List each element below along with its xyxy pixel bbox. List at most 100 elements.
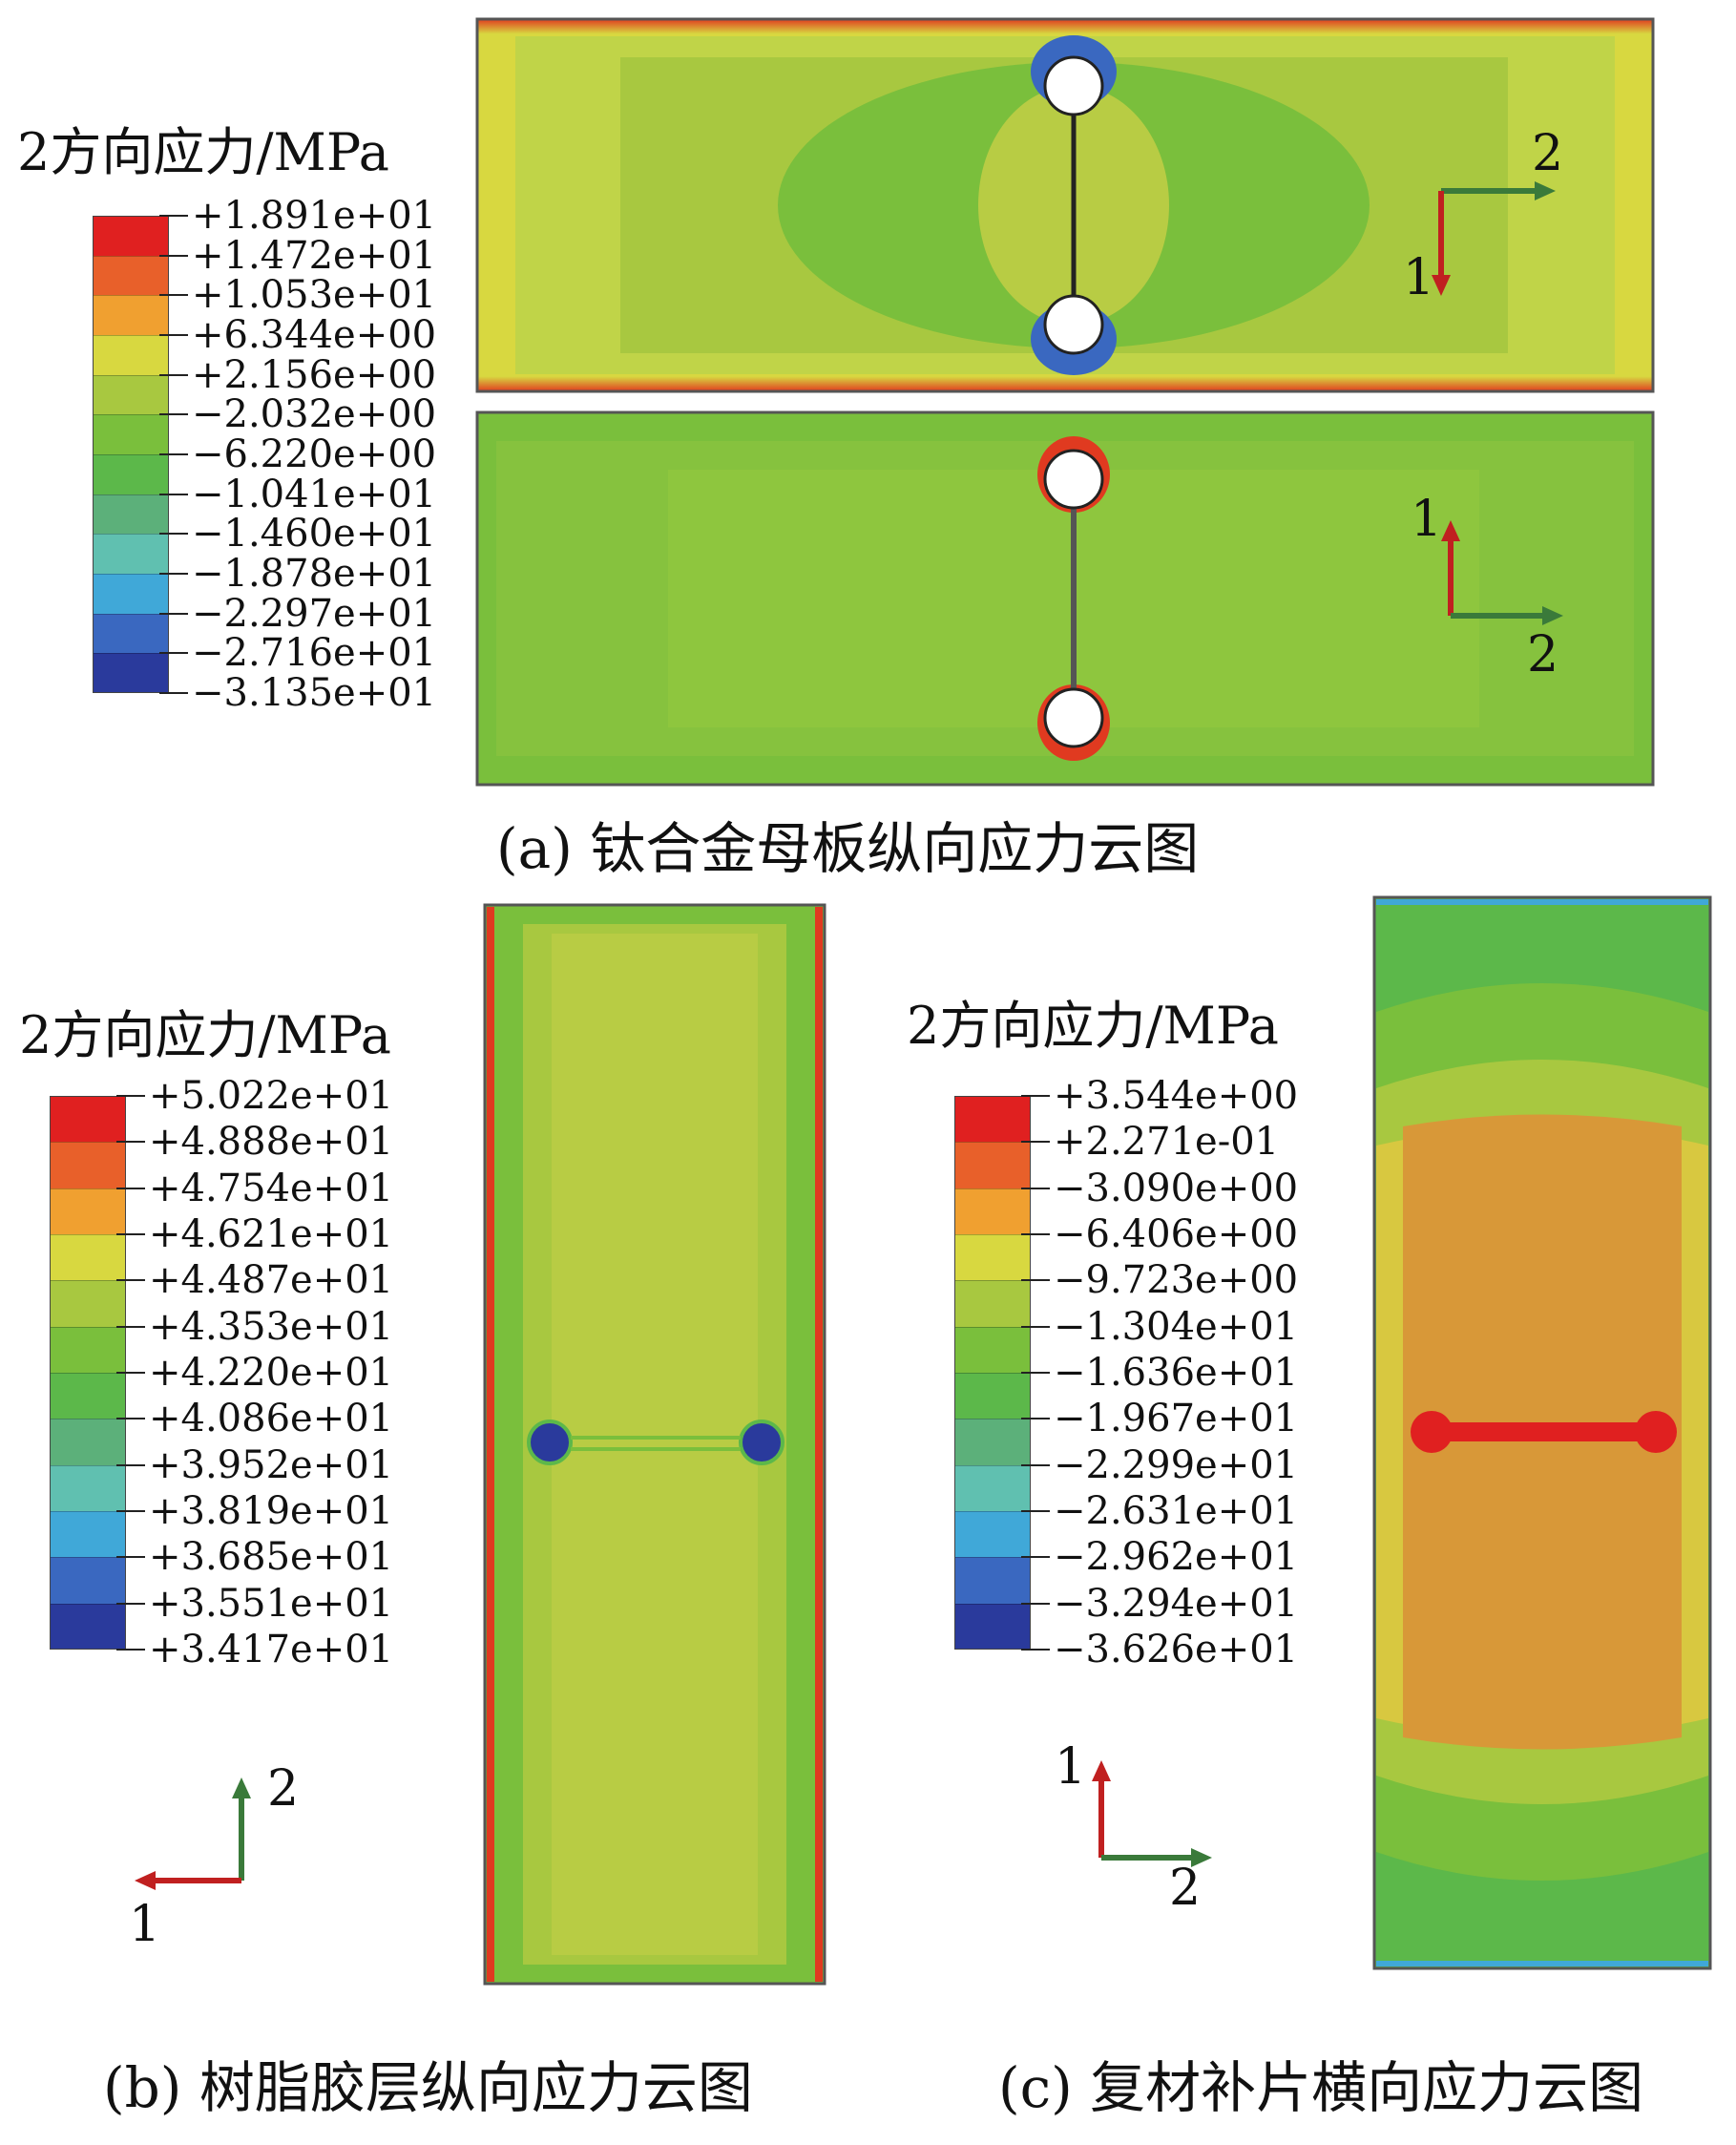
legend-label: −1.878e+01: [192, 552, 437, 596]
legend-label: −1.041e+01: [192, 472, 437, 516]
legend-label: −2.299e+01: [1054, 1442, 1299, 1487]
legend-tick: [159, 254, 188, 257]
legend-tick: [159, 573, 188, 575]
legend-frame: [954, 1096, 1031, 1650]
legend-tick: [1021, 1372, 1050, 1374]
legend-swatch: [50, 1326, 126, 1373]
legend-swatch: [93, 653, 169, 693]
legend-label: −6.406e+00: [1054, 1212, 1299, 1256]
panel-a-caption: (a) 钛合金母板纵向应力云图: [496, 816, 1200, 881]
legend-tick: [159, 493, 188, 495]
legend-tick: [1021, 1602, 1050, 1605]
legend-label: −6.220e+00: [192, 432, 437, 476]
legend-tick: [1021, 1649, 1050, 1651]
legend-tick: [116, 1602, 145, 1605]
legend-label: +1.891e+01: [192, 194, 437, 238]
legend-swatch: [93, 613, 169, 654]
legend-tick: [116, 1325, 145, 1328]
legend-tick: [1021, 1187, 1050, 1189]
legend-tick: [116, 1649, 145, 1651]
legend-tick: [116, 1187, 145, 1189]
panel-b-axis-1-label: 1: [129, 1896, 161, 1953]
legend-tick: [116, 1556, 145, 1559]
legend-label: −2.962e+01: [1054, 1535, 1299, 1580]
legend-label: +1.472e+01: [192, 233, 437, 278]
legend-label: +4.487e+01: [149, 1258, 394, 1303]
legend-label: +4.220e+01: [149, 1351, 394, 1395]
legend-tick: [116, 1372, 145, 1374]
legend-tick: [159, 294, 188, 297]
panel-a-top-axis-2-label: 2: [1532, 125, 1564, 182]
legend-label: +3.544e+00: [1054, 1074, 1299, 1118]
legend-label: −2.716e+01: [192, 631, 437, 676]
legend-tick: [1021, 1279, 1050, 1282]
panel-a-bottom-contour: [475, 410, 1655, 787]
legend-tick: [1021, 1233, 1050, 1235]
legend-swatch: [954, 1419, 1031, 1465]
legend-swatch: [93, 255, 169, 296]
panel-a-top-axis-triad: [1432, 181, 1556, 296]
legend-swatch: [93, 335, 169, 375]
legend-swatch: [954, 1557, 1031, 1604]
legend-swatch: [93, 494, 169, 535]
legend-tick: [116, 1095, 145, 1097]
panel-b-contour: [483, 903, 826, 1986]
legend-label: −1.636e+01: [1054, 1351, 1299, 1395]
legend-label: +3.551e+01: [149, 1581, 394, 1626]
legend-tick: [116, 1510, 145, 1512]
legend-swatch: [50, 1280, 126, 1327]
legend-tick: [159, 413, 188, 416]
legend-tick: [1021, 1325, 1050, 1328]
legend-swatch: [954, 1234, 1031, 1281]
legend-swatch: [954, 1188, 1031, 1234]
legend-tick: [159, 334, 188, 336]
legend-label: −2.297e+01: [192, 591, 437, 636]
legend-swatch: [93, 534, 169, 574]
legend-swatch: [50, 1511, 126, 1558]
legend-swatch: [50, 1142, 126, 1188]
legend-swatch: [50, 1373, 126, 1419]
legend-label: −3.294e+01: [1054, 1581, 1299, 1626]
legend-label: −1.967e+01: [1054, 1397, 1299, 1441]
legend-swatch: [954, 1326, 1031, 1373]
legend-tick: [116, 1418, 145, 1420]
legend-swatch: [50, 1234, 126, 1281]
legend-swatch: [50, 1464, 126, 1511]
panel-a-legend-title: 2方向应力/MPa: [17, 122, 389, 182]
legend-label: −1.304e+01: [1054, 1304, 1299, 1349]
panel-a-bottom-axis-1-label: 1: [1411, 491, 1443, 548]
panel-b-caption: (b) 树脂胶层纵向应力云图: [103, 2055, 753, 2120]
legend-swatch: [954, 1142, 1031, 1188]
legend-swatch: [93, 454, 169, 494]
legend-tick: [1021, 1510, 1050, 1512]
legend-label: +5.022e+01: [149, 1074, 394, 1118]
panel-a-top-axis-1-label: 1: [1403, 249, 1435, 306]
legend-swatch: [954, 1373, 1031, 1419]
legend-label: +4.888e+01: [149, 1120, 394, 1165]
legend-label: −2.631e+01: [1054, 1489, 1299, 1533]
legend-tick: [1021, 1418, 1050, 1420]
legend-swatch: [50, 1419, 126, 1465]
legend-swatch: [50, 1603, 126, 1650]
legend-swatch: [93, 414, 169, 454]
panel-b-axis-triad: [135, 1777, 251, 1890]
legend-label: −3.090e+00: [1054, 1166, 1299, 1210]
legend-swatch: [954, 1603, 1031, 1650]
legend-tick: [159, 652, 188, 655]
legend-label: −1.460e+01: [192, 512, 437, 557]
legend-label: +3.952e+01: [149, 1442, 394, 1487]
legend-tick: [1021, 1095, 1050, 1097]
legend-swatch: [93, 574, 169, 614]
legend-label: +4.621e+01: [149, 1212, 394, 1256]
legend-label: +3.819e+01: [149, 1489, 394, 1533]
panel-a-bottom-axis-triad: [1441, 520, 1563, 625]
legend-swatch: [50, 1188, 126, 1234]
panel-a-top-contour: [475, 17, 1655, 393]
legend-label: +3.685e+01: [149, 1535, 394, 1580]
legend-tick: [159, 612, 188, 615]
panel-c-legend-title: 2方向应力/MPa: [907, 996, 1279, 1056]
legend-label: +2.271e-01: [1054, 1120, 1280, 1165]
legend-swatch: [954, 1511, 1031, 1558]
legend-swatch: [954, 1280, 1031, 1327]
panel-a-bottom-axis-2-label: 2: [1527, 626, 1559, 683]
